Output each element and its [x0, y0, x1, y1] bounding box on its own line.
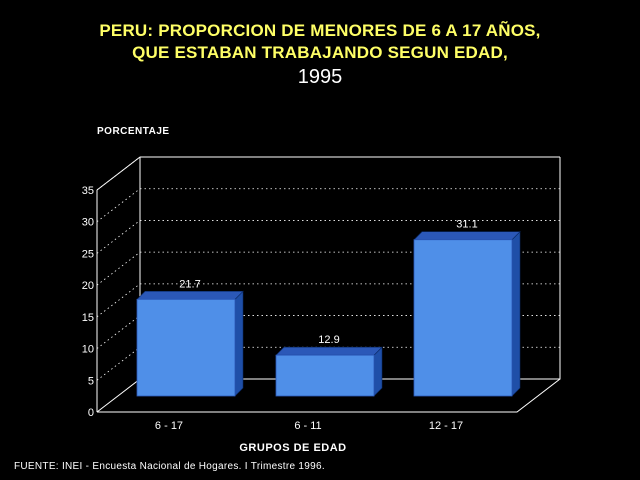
gridline-side — [96, 315, 141, 349]
y-tick-label: 35 — [82, 185, 94, 197]
bar-side — [234, 290, 244, 397]
y-tick-label: 15 — [82, 312, 94, 324]
y-axis-title: PORCENTAJE — [97, 126, 170, 137]
bar — [275, 354, 375, 397]
source-footnote: FUENTE: INEI - Encuesta Nacional de Hoga… — [14, 461, 325, 472]
bar-top — [275, 346, 383, 356]
floor-left-edge — [96, 378, 141, 413]
data-label: 31.1 — [456, 219, 477, 231]
x-tick-label: 6 - 17 — [155, 420, 183, 432]
bar — [413, 239, 513, 397]
gridline-side — [96, 156, 141, 191]
bar — [136, 298, 236, 397]
data-label: 12.9 — [318, 334, 339, 346]
y-tick-label: 10 — [82, 344, 94, 356]
floor-frame — [97, 378, 561, 413]
x-tick-label: 6 - 11 — [294, 420, 321, 432]
y-tick-label: 25 — [82, 248, 94, 260]
x-axis-title: GRUPOS DE EDAD — [239, 442, 346, 454]
gridline-side — [96, 346, 141, 381]
y-tick-label: 0 — [88, 407, 94, 419]
y-tick-label: 20 — [82, 280, 94, 292]
chart-title-line-1: PERU: PROPORCION DE MENORES DE 6 A 17 AÑ… — [99, 21, 541, 40]
bar-top — [413, 231, 521, 241]
gridline-side — [96, 251, 141, 286]
chart-title-line-2: QUE ESTABAN TRABAJANDO SEGUN EDAD, — [132, 43, 508, 62]
gridline-side — [96, 188, 141, 223]
bar-top — [136, 291, 244, 300]
y-tick-label: 30 — [82, 217, 94, 229]
chart-title-year: 1995 — [297, 66, 343, 88]
data-label: 21.7 — [179, 278, 200, 290]
gridline-side — [96, 220, 141, 254]
bar-side — [373, 346, 383, 397]
gridline-side — [96, 283, 141, 318]
bar-side — [511, 231, 521, 397]
y-tick-label: 5 — [88, 375, 94, 387]
x-tick-label: 12 - 17 — [429, 420, 463, 432]
